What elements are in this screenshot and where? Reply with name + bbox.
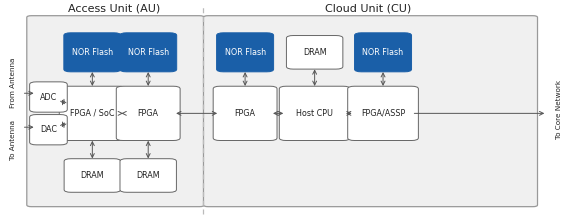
FancyBboxPatch shape xyxy=(64,33,121,72)
FancyBboxPatch shape xyxy=(120,33,177,72)
FancyBboxPatch shape xyxy=(217,33,274,72)
Text: NOR Flash: NOR Flash xyxy=(363,48,404,57)
Text: ADC: ADC xyxy=(40,92,57,102)
FancyBboxPatch shape xyxy=(116,86,180,141)
Text: Host CPU: Host CPU xyxy=(296,109,333,118)
FancyBboxPatch shape xyxy=(348,86,418,141)
Text: FPGA: FPGA xyxy=(235,109,255,118)
FancyBboxPatch shape xyxy=(120,159,177,192)
Text: DRAM: DRAM xyxy=(303,48,327,57)
Text: DRAM: DRAM xyxy=(136,171,160,180)
Text: To Core Network: To Core Network xyxy=(556,79,561,139)
FancyBboxPatch shape xyxy=(30,115,67,145)
Text: DRAM: DRAM xyxy=(80,171,104,180)
Text: From Antenna: From Antenna xyxy=(10,58,15,108)
FancyBboxPatch shape xyxy=(64,159,121,192)
FancyBboxPatch shape xyxy=(59,86,125,141)
Text: NOR Flash: NOR Flash xyxy=(225,48,266,57)
Text: FPGA/ASSP: FPGA/ASSP xyxy=(361,109,405,118)
FancyBboxPatch shape xyxy=(213,86,277,141)
FancyBboxPatch shape xyxy=(203,16,538,207)
FancyBboxPatch shape xyxy=(287,36,343,69)
FancyBboxPatch shape xyxy=(27,16,204,207)
Text: DAC: DAC xyxy=(40,125,57,134)
Text: NOR Flash: NOR Flash xyxy=(128,48,169,57)
FancyBboxPatch shape xyxy=(30,82,67,112)
Text: Cloud Unit (CU): Cloud Unit (CU) xyxy=(324,4,411,14)
Text: To Antenna: To Antenna xyxy=(10,119,15,160)
FancyBboxPatch shape xyxy=(279,86,350,141)
Text: FPGA: FPGA xyxy=(138,109,158,118)
FancyBboxPatch shape xyxy=(355,33,412,72)
Text: Access Unit (AU): Access Unit (AU) xyxy=(68,4,160,14)
Text: NOR Flash: NOR Flash xyxy=(72,48,113,57)
Text: FPGA / SoC: FPGA / SoC xyxy=(70,109,115,118)
